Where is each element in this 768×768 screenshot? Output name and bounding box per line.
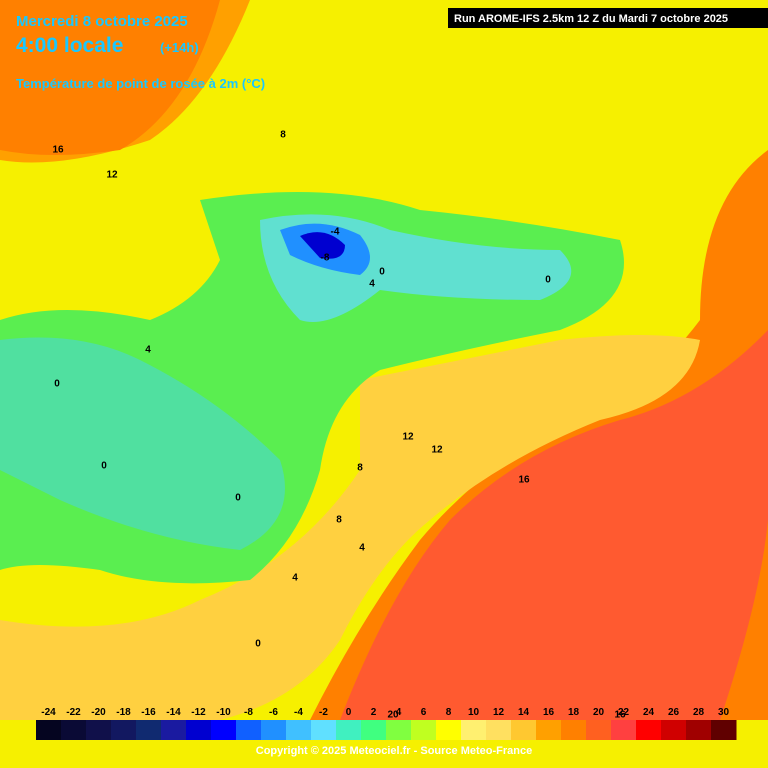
- legend-swatch: [511, 720, 537, 740]
- contour-label: 16: [614, 710, 626, 721]
- legend-label: -22: [66, 707, 81, 718]
- copyright: Copyright © 2025 Meteociel.fr - Source M…: [256, 745, 532, 757]
- cool-zone-west: [0, 337, 285, 550]
- channel-sea: [0, 0, 220, 155]
- legend-label: 12: [493, 707, 505, 718]
- legend-label: -20: [91, 707, 106, 718]
- contour-label: 12: [431, 445, 443, 456]
- legend: -24 -22 -20 -18 -16 -14 -12 -10 -8 -6 -4 -2 0 2 4 6 8 10 1…: [36, 707, 737, 740]
- legend-label: -4: [294, 707, 303, 718]
- legend-label: 10: [468, 707, 480, 718]
- legend-label: 0: [346, 707, 352, 718]
- contour-label: 0: [545, 275, 551, 286]
- legend-label: -24: [41, 707, 56, 718]
- legend-swatch: [311, 720, 337, 740]
- legend-swatch: [561, 720, 587, 740]
- legend-label: -16: [141, 707, 156, 718]
- legend-label: -12: [191, 707, 206, 718]
- land-warm: [0, 335, 700, 720]
- contour-label: -4: [331, 227, 340, 238]
- contour-label: 16: [518, 475, 530, 486]
- legend-label: 14: [518, 707, 530, 718]
- contour-label: 4: [145, 345, 151, 356]
- legend-swatch: [136, 720, 162, 740]
- legend-swatch: [261, 720, 287, 740]
- legend-swatch: [486, 720, 512, 740]
- contour-label: 4: [359, 543, 365, 554]
- contour-label: 0: [379, 267, 385, 278]
- legend-swatch: [686, 720, 712, 740]
- legend-label: 16: [543, 707, 555, 718]
- contour-label: 12: [106, 170, 118, 181]
- legend-label: -10: [216, 707, 231, 718]
- contour-label: 0: [54, 379, 60, 390]
- legend-swatch: [536, 720, 562, 740]
- contour-label: 12: [402, 432, 414, 443]
- legend-swatch: [436, 720, 462, 740]
- contour-label: 8: [336, 515, 342, 526]
- legend-label: -6: [269, 707, 278, 718]
- contour-label: 20: [387, 710, 399, 721]
- legend-label: 30: [718, 707, 730, 718]
- legend-label: 6: [421, 707, 427, 718]
- legend-swatch: [636, 720, 662, 740]
- legend-label: 28: [693, 707, 705, 718]
- legend-label: 22: [618, 707, 630, 718]
- time: 4:00 locale: [16, 34, 123, 57]
- legend-swatch: [336, 720, 362, 740]
- legend-swatch: [361, 720, 387, 740]
- legend-swatch: [286, 720, 312, 740]
- contour-label: 4: [369, 279, 375, 290]
- parameter: Température de point de rosée à 2m (°C): [16, 76, 265, 91]
- legend-label: 4: [396, 707, 402, 718]
- legend-label: 8: [446, 707, 452, 718]
- contour-label: 0: [235, 493, 241, 504]
- contour-label: 8: [280, 130, 286, 141]
- legend-swatch: [411, 720, 437, 740]
- legend-swatch: [386, 720, 412, 740]
- legend-swatch: [711, 720, 737, 740]
- legend-swatch: [111, 720, 137, 740]
- run-box: [448, 8, 768, 28]
- legend-label: -14: [166, 707, 181, 718]
- contour-label: -8: [321, 253, 330, 264]
- contour-label: 8: [357, 463, 363, 474]
- legend-swatch: [36, 720, 62, 740]
- legend-label: 20: [593, 707, 605, 718]
- cold-core-deep: [300, 232, 345, 259]
- legend-swatch: [236, 720, 262, 740]
- legend-swatch: [586, 720, 612, 740]
- legend-label: 24: [643, 707, 655, 718]
- contour-label: 0: [101, 461, 107, 472]
- legend-label: 2: [371, 707, 377, 718]
- legend-label: -8: [244, 707, 253, 718]
- date: Mercredi 8 octobre 2025: [16, 13, 188, 30]
- legend-swatch: [186, 720, 212, 740]
- legend-swatch: [661, 720, 687, 740]
- contour-label: 16: [52, 145, 64, 156]
- run-info: Run AROME-IFS 2.5km 12 Z du Mardi 7 octo…: [454, 13, 728, 25]
- legend-swatch: [211, 720, 237, 740]
- contour-label: 0: [255, 639, 261, 650]
- legend-label: 18: [568, 707, 580, 718]
- legend-label: -2: [319, 707, 328, 718]
- lead-time: (+14h): [160, 40, 199, 55]
- legend-label: 26: [668, 707, 680, 718]
- legend-swatch: [86, 720, 112, 740]
- contour-label: 4: [292, 573, 298, 584]
- legend-swatch: [61, 720, 87, 740]
- legend-swatch: [161, 720, 187, 740]
- legend-swatch: [461, 720, 487, 740]
- legend-label: -18: [116, 707, 131, 718]
- legend-swatch: [611, 720, 637, 740]
- sea-hot: [340, 330, 768, 720]
